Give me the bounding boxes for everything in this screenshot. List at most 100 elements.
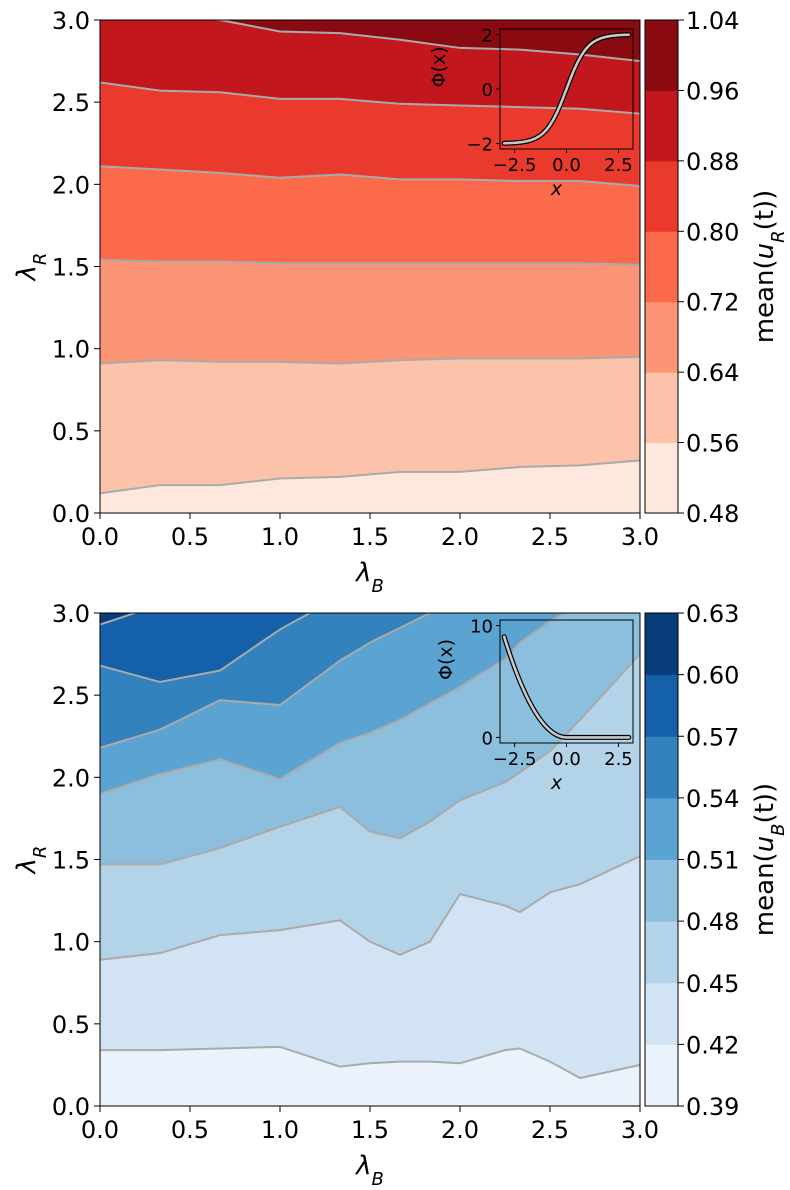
y-tick-label: 2.5 [52,682,90,710]
inset-curve [502,635,631,739]
contour-line-0.96 [207,20,640,63]
colorbar-tick-label: 0.96 [686,77,739,105]
y-tick-label: 3.0 [52,600,90,628]
x-tick-label: 0.0 [81,1116,119,1144]
contour-line-0.57 [100,613,313,684]
colorbar-band-0.39 [645,1044,678,1107]
contour-band-0.57 [100,613,310,683]
x-tick-label: 2.5 [531,1116,569,1144]
colorbar-tick-label: 0.42 [686,1031,739,1059]
inset-y-tick-label: 0 [482,80,493,101]
y-tick-label: 1.5 [52,847,90,875]
colorbar-tick-label: 1.04 [686,7,739,35]
x-tick-label: 0.0 [81,523,119,551]
inset-x-tick-label: 0.0 [552,155,581,176]
colorbar-tick-label: 0.54 [686,785,739,813]
colorbar-frame [644,19,679,514]
y-tick-label: 0.5 [52,1011,90,1039]
y-tick-label: 0.5 [52,418,90,446]
colorbar-band-0.80 [645,160,678,232]
colorbar-label: mean(uR(t)) [750,190,789,344]
contour-line-0.64 [100,355,640,365]
colorbar-band-0.54 [645,736,678,799]
inset-y-tick-label: −2 [466,135,493,156]
colorbar-band-0.51 [645,797,678,860]
colorbar-band-0.57 [645,674,678,737]
inset-y-tick-label: 10 [470,617,493,638]
inset-y-tick-label: 2 [482,25,493,46]
colorbar-band-0.88 [645,90,678,162]
colorbar-band-0.48 [645,859,678,922]
y-tick-label: 2.0 [52,171,90,199]
inset-x-tick-label: −2.5 [493,749,537,770]
contour-line-0.72 [100,258,640,266]
colorbar-tick-label: 0.72 [686,289,739,317]
inset-x-tick-label: 2.5 [604,155,633,176]
colorbar-band-0.45 [645,921,678,984]
y-axis-label: λR [12,846,51,876]
inset-y-label: Φ(x) [428,46,450,87]
contour-line-0.51 [100,613,568,795]
colorbar-tick-label: 0.64 [686,359,739,387]
x-tick-label: 1.5 [351,523,389,551]
colorbar-band-0.48 [645,442,678,514]
inset-x-tick-label: 0.0 [552,749,581,770]
colorbar-band-0.96 [645,20,678,91]
contour-line-0.56 [100,459,640,495]
x-tick-label: 1.0 [261,1116,299,1144]
y-tick-label: 1.5 [52,254,90,282]
colorbar-band-0.42 [645,982,678,1045]
x-tick-label: 1.0 [261,523,299,551]
x-tick-label: 2.5 [531,523,569,551]
inset-y-label: Φ(x) [435,639,457,680]
colorbar-band-0.60 [645,613,678,676]
colorbar-tick-label: 0.57 [686,723,739,751]
colorbar-label: mean(uB(t)) [750,783,789,936]
contour-fills [100,20,640,513]
inset-y-tick-label: 0 [482,728,493,749]
colorbar-tick-label: 0.45 [686,970,739,998]
inset-x-tick-label: 2.5 [604,749,633,770]
y-tick-label: 2.5 [52,89,90,117]
x-tick-label: 0.5 [171,1116,209,1144]
contour-line-0.48 [100,653,640,866]
contour-line-0.54 [100,613,433,749]
y-tick-label: 2.0 [52,764,90,792]
inset-x-label: x [550,772,563,794]
y-tick-label: 0.0 [52,500,90,528]
colorbar-tick-label: 0.60 [686,662,739,690]
colorbar-tick-label: 0.39 [686,1093,739,1121]
inset-plot: −2.5 0.0 2.5 0 10 x Φ(x) [435,617,634,794]
contour-fills [100,613,640,1106]
colorbar-tick-label: 0.63 [686,600,739,628]
colorbar: 0.48 0.56 0.64 0.72 0.80 0.88 0.96 1.04 mean(uR(… [644,7,789,528]
contour-line-0.45 [100,855,640,961]
y-tick-label: 1.0 [52,929,90,957]
colorbar-band-0.56 [645,372,678,444]
inset-plot: −2.5 0.0 2.5 −2 0 2 x Φ(x) [428,25,634,200]
colorbar-band-0.64 [645,301,678,373]
x-axis-label: λB [354,1151,384,1190]
colorbar-tick-label: 0.48 [686,500,739,528]
inset-curve [502,33,631,145]
x-tick-label: 2.0 [441,523,479,551]
contour-line-0.42 [100,1045,640,1080]
colorbar-tick-label: 0.88 [686,148,739,176]
y-tick-label: 1.0 [52,336,90,364]
y-tick-label: 3.0 [52,7,90,35]
x-tick-label: 3.0 [621,1116,659,1144]
colorbar-tick-label: 0.80 [686,218,739,246]
panel-2: 0.0 0.5 1.0 1.5 2.0 2.5 3.0 0.0 0.5 1.0 1.5 2.0 2.5 3… [12,600,789,1190]
inset-x-label: x [550,178,563,200]
colorbar-tick-label: 0.56 [686,430,739,458]
colorbar-band-0.72 [645,231,678,303]
colorbar: 0.39 0.42 0.45 0.48 0.51 0.54 0.57 0.60 0.63 mean… [644,600,789,1121]
contour-line-0.80 [100,165,640,187]
x-axis-label: λB [354,558,384,597]
y-axis-label: λR [12,253,51,283]
x-tick-label: 3.0 [621,523,659,551]
x-tick-label: 2.0 [441,1116,479,1144]
inset-x-tick-label: −2.5 [493,155,537,176]
x-tick-label: 1.5 [351,1116,389,1144]
